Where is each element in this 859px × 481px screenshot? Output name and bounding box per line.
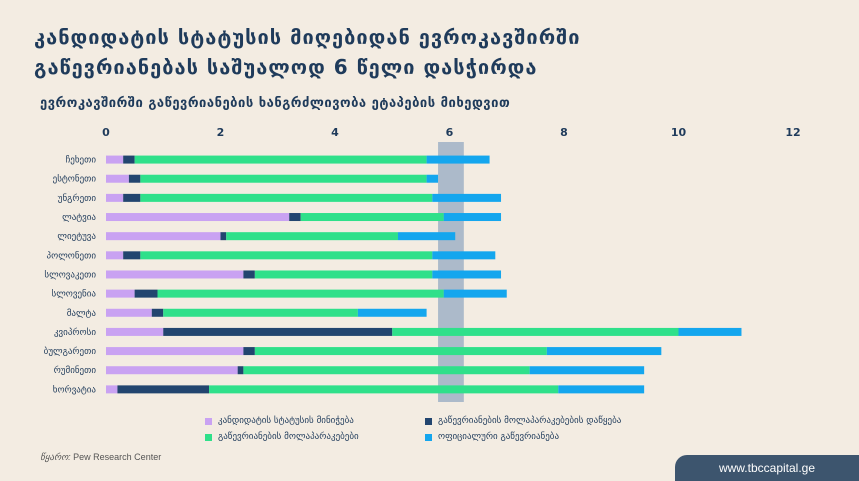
bar-segment: [426, 155, 490, 164]
bar-segment: [254, 270, 433, 279]
bar-segment: [134, 289, 158, 298]
bar-segment: [678, 327, 742, 336]
category-label: ლიეტუვა: [57, 232, 96, 242]
bar-segment: [226, 232, 398, 241]
category-label: უნგრეთი: [58, 193, 97, 204]
bar-segment: [128, 174, 141, 183]
bar-segment: [254, 347, 547, 356]
bar-segment: [151, 308, 164, 317]
bar-segment: [243, 270, 255, 279]
bar-segment: [397, 232, 456, 241]
bar-segment: [392, 327, 679, 336]
bar-segment: [209, 385, 559, 394]
source-label: წყარო:: [40, 452, 71, 462]
legend-item-official: ოფიციალური გაწევრიანება: [425, 432, 665, 442]
legend-swatch-opening: [425, 417, 432, 425]
legend-label-official: ოფიციალური გაწევრიანება: [438, 432, 560, 442]
source-name: Pew Research Center: [73, 452, 162, 462]
bar-segment: [117, 385, 210, 394]
x-tick-label: 6: [446, 126, 454, 139]
bar-segment: [300, 213, 444, 222]
legend-item-candidate: კანდიდატის სტატუსის მინიჭება: [205, 416, 425, 426]
bar-segment: [106, 251, 124, 260]
category-label: პოლონეთი: [47, 250, 97, 261]
legend-item-opening: გაწევრიანების მოლაპარაკებების დაწყება: [425, 416, 665, 426]
x-tick-label: 0: [102, 126, 110, 139]
category-label: სლოვენია: [52, 289, 97, 300]
bar-segment: [106, 385, 118, 394]
bar-segment: [163, 327, 393, 336]
website-link[interactable]: www.tbccapital.ge: [675, 455, 859, 481]
category-label: ჩეხეთი: [66, 155, 97, 166]
bar-segment: [106, 270, 244, 279]
bar-segment: [432, 193, 502, 202]
bar-segment: [140, 193, 433, 202]
bar-segment: [357, 308, 427, 317]
bar-segment: [106, 289, 135, 298]
bar-segment: [163, 308, 358, 317]
bar-segment: [157, 289, 444, 298]
bar-segment: [106, 327, 164, 336]
chart-subtitle: ევროკავშირში გაწევრიანების ხანგრძლივობა …: [40, 96, 511, 111]
bar-segment: [289, 213, 301, 222]
bar-segment: [134, 155, 427, 164]
x-tick-label: 2: [217, 126, 225, 139]
bar-segment: [106, 308, 152, 317]
legend-label-candidate: კანდიდატის სტატუსის მინიჭება: [218, 416, 354, 426]
bar-segment: [140, 174, 427, 183]
x-tick-label: 8: [560, 126, 568, 139]
source-note: წყარო: Pew Research Center: [40, 452, 161, 463]
bar-segment: [123, 193, 141, 202]
bar-segment: [140, 251, 433, 260]
legend-swatch-candidate: [205, 417, 212, 425]
category-label: ბულგარეთი: [44, 346, 97, 357]
bar-segment: [443, 289, 507, 298]
bar-segment: [546, 347, 662, 356]
category-label: რუმინეთი: [54, 365, 97, 376]
legend: კანდიდატის სტატუსის მინიჭება გაწევრიანებ…: [205, 416, 665, 442]
legend-label-negotiations: გაწევრიანების მოლაპარაკებები: [218, 432, 359, 442]
category-label: ლატვია: [62, 213, 96, 223]
bar-segment: [220, 232, 227, 241]
legend-swatch-official: [425, 433, 432, 441]
category-label: ხორვატია: [53, 384, 97, 395]
x-tick-label: 4: [331, 126, 339, 139]
x-tick-label: 12: [785, 126, 800, 139]
bar-segment: [106, 232, 221, 241]
bar-segment: [432, 270, 502, 279]
bar-segment: [106, 366, 238, 375]
bar-segment: [123, 251, 141, 260]
bar-segment: [426, 174, 439, 183]
bar-segment: [106, 193, 124, 202]
category-label: კვიპროსი: [54, 327, 96, 338]
category-label: სლოვაკეთი: [44, 269, 96, 280]
chart-title: კანდიდატის სტატუსის მიღებიდან ევროკავშირ…: [34, 25, 581, 79]
bar-segment: [432, 251, 496, 260]
bar-segment: [123, 155, 135, 164]
category-label: ესტონეთი: [53, 174, 97, 185]
legend-swatch-negotiations: [205, 433, 212, 441]
bar-segment: [443, 213, 502, 222]
bar-segment: [243, 366, 530, 375]
bar-segment: [106, 155, 124, 164]
legend-item-negotiations: გაწევრიანების მოლაპარაკებები: [205, 432, 425, 442]
legend-label-opening: გაწევრიანების მოლაპარაკებების დაწყება: [438, 416, 622, 426]
bar-segment: [529, 366, 645, 375]
bar-segment: [237, 366, 244, 375]
category-label: მალტა: [67, 308, 97, 319]
bar-segment: [106, 213, 290, 222]
bar-segment: [558, 385, 645, 394]
bar-segment: [243, 347, 255, 356]
bar-segment: [106, 174, 129, 183]
x-tick-label: 10: [671, 126, 687, 139]
bar-segment: [106, 347, 244, 356]
